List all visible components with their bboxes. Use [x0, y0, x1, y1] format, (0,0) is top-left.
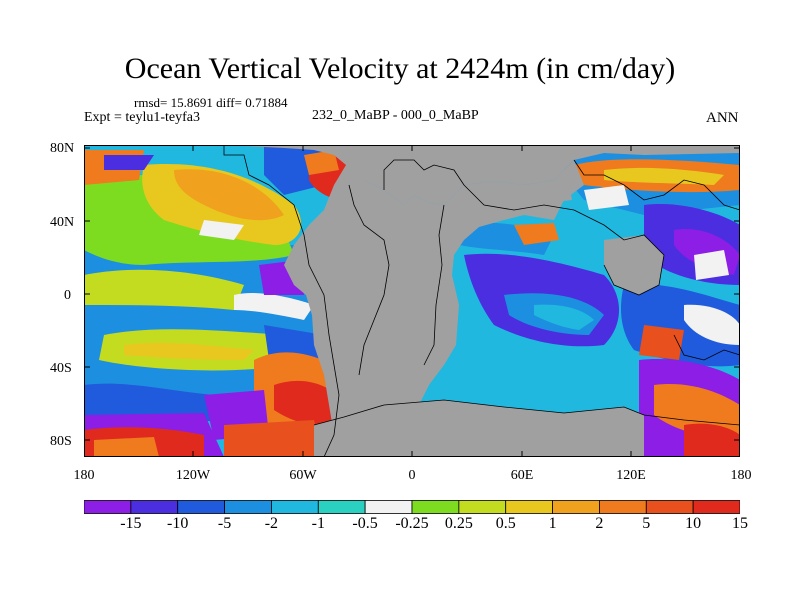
- colorbar-label-12: 10: [685, 515, 702, 532]
- lon-label-60e: 60E: [510, 468, 534, 483]
- colorbar-swatch-0: [84, 500, 132, 514]
- colorbar-label-10: 2: [595, 515, 604, 532]
- lat-label-80s: 80S: [50, 434, 72, 449]
- stats-text: rmsd= 15.8691 diff= 0.71884: [134, 95, 288, 110]
- colorbar-label-7: 0.25: [444, 515, 473, 532]
- colorbar-swatch-4: [271, 500, 319, 514]
- colorbar-label-3: -2: [264, 515, 279, 532]
- season-label: ANN: [706, 110, 739, 126]
- colorbar-label-9: 1: [548, 515, 557, 532]
- lon-label-120e: 120E: [616, 468, 646, 483]
- lon-label-0: 0: [408, 468, 416, 483]
- colorbar-swatch-13: [692, 500, 740, 514]
- colorbar-swatch-9: [505, 500, 553, 514]
- subtitle: 232_0_MaBP - 000_0_MaBP: [312, 108, 479, 123]
- map-title: Ocean Vertical Velocity at 2424m (in cm/…: [124, 52, 676, 85]
- lat-label-eq: 0: [64, 288, 71, 303]
- colorbar-swatch-12: [645, 500, 694, 514]
- colorbar-swatch-11: [599, 500, 647, 514]
- lon-label-120w: 120W: [175, 468, 211, 483]
- indian-ocean-field: [304, 150, 619, 347]
- experiment-label: Expt = teylu1-teyfa3: [84, 110, 200, 125]
- colorbar-label-1: -10: [167, 515, 189, 532]
- colorbar-swatch-1: [130, 500, 179, 514]
- colorbar-label-4: -1: [311, 515, 325, 532]
- colorbar-swatch-8: [458, 500, 507, 514]
- colorbar-swatch-3: [224, 500, 272, 514]
- lat-label-40n: 40N: [50, 215, 75, 230]
- colorbar-swatch-10: [552, 500, 600, 514]
- lon-label-60w: 60W: [289, 468, 317, 483]
- lat-label-40s: 40S: [50, 361, 72, 376]
- coastlines: [223, 145, 740, 457]
- colorbar: [84, 500, 740, 514]
- colorbar-label-2: -5: [217, 515, 232, 532]
- colorbar-label-5: -0.5: [352, 515, 378, 532]
- colorbar-label-13: 15: [732, 515, 748, 532]
- colorbar-label-6: -0.25: [395, 515, 429, 532]
- colorbar-swatch-5: [317, 500, 366, 514]
- colorbar-swatch-2: [177, 500, 225, 514]
- velocity-map: [84, 145, 740, 457]
- colorbar-swatch-6: [364, 500, 413, 514]
- lon-label-180e: 180: [730, 468, 752, 483]
- colorbar-label-11: 5: [642, 515, 651, 532]
- lon-label-180w: 180: [73, 468, 95, 483]
- lat-label-80n: 80N: [50, 141, 75, 156]
- colorbar-label-0: -15: [120, 515, 142, 532]
- land-masses: [224, 145, 740, 457]
- colorbar-swatch-7: [411, 500, 460, 514]
- colorbar-label-8: 0.5: [495, 515, 516, 532]
- map-ticks: [84, 145, 740, 457]
